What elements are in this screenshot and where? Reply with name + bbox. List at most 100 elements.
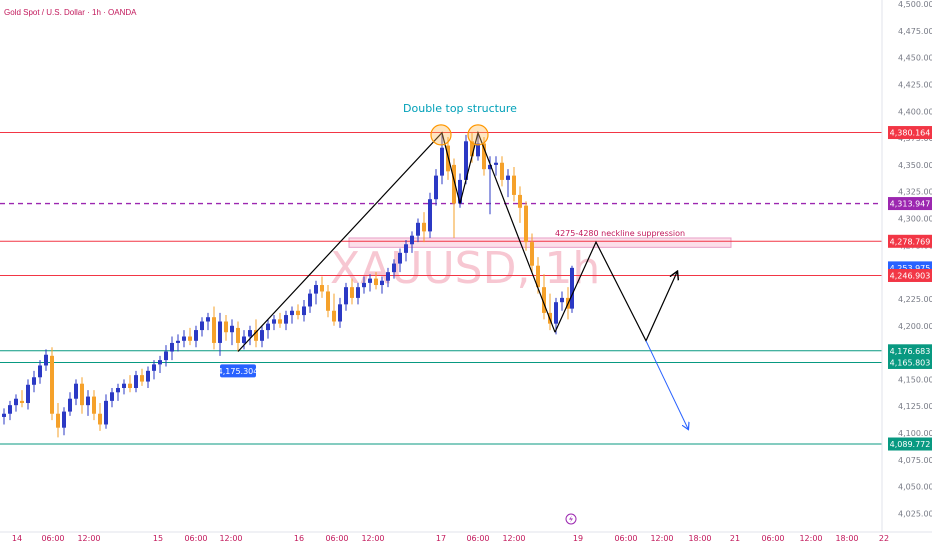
neckline-zone[interactable]: [348, 237, 732, 248]
candle[interactable]: [524, 201, 528, 251]
candle[interactable]: [296, 304, 300, 320]
candle[interactable]: [530, 233, 534, 273]
candle[interactable]: [284, 310, 288, 331]
candle[interactable]: [104, 394, 108, 429]
candle[interactable]: [206, 312, 210, 331]
candle[interactable]: [86, 390, 90, 416]
candle[interactable]: [570, 265, 574, 313]
candle[interactable]: [356, 282, 360, 305]
candle[interactable]: [428, 192, 432, 238]
candle[interactable]: [338, 297, 342, 328]
candle[interactable]: [332, 293, 336, 326]
candle[interactable]: [518, 186, 522, 223]
candle[interactable]: [116, 383, 120, 401]
candle[interactable]: [188, 327, 192, 346]
candle[interactable]: [560, 291, 564, 311]
candle[interactable]: [218, 312, 222, 356]
candle[interactable]: [110, 387, 114, 408]
candle[interactable]: [134, 370, 138, 393]
candle[interactable]: [98, 403, 102, 431]
candle[interactable]: [194, 325, 198, 348]
candle[interactable]: [182, 330, 186, 348]
candle[interactable]: [260, 325, 264, 348]
candle[interactable]: [350, 278, 354, 305]
price-label-badge[interactable]: 4,380.164: [888, 126, 932, 140]
candle[interactable]: [392, 259, 396, 279]
candle[interactable]: [506, 169, 510, 198]
candle[interactable]: [278, 312, 282, 328]
price-label-badge[interactable]: 4,165.803: [888, 355, 932, 369]
price-label-badge[interactable]: 4,176.683: [888, 344, 932, 358]
candle[interactable]: [2, 408, 6, 425]
candle[interactable]: [374, 272, 378, 290]
double-top-peak-circle[interactable]: [430, 124, 452, 146]
candle[interactable]: [44, 349, 48, 371]
lightning-icon[interactable]: [565, 513, 577, 525]
candle[interactable]: [452, 158, 456, 238]
candle[interactable]: [230, 319, 234, 346]
candle[interactable]: [398, 248, 402, 273]
bearish-target-arrow[interactable]: [645, 340, 688, 429]
candle[interactable]: [272, 315, 276, 331]
double-top-peak-circle[interactable]: [467, 124, 489, 146]
candle[interactable]: [242, 330, 246, 350]
candle[interactable]: [386, 267, 390, 288]
candle[interactable]: [200, 317, 204, 337]
time-axis[interactable]: 14 06:00 12:00 15 06:00 12:00 16 06:00 12:00 17 06…: [12, 534, 889, 543]
candle[interactable]: [410, 231, 414, 253]
candle[interactable]: [146, 366, 150, 388]
candle[interactable]: [266, 319, 270, 339]
price-label-badge[interactable]: 4,313.947: [888, 197, 932, 211]
candle[interactable]: [248, 325, 252, 346]
candle[interactable]: [434, 169, 438, 206]
candle[interactable]: [32, 370, 36, 393]
candle[interactable]: [170, 336, 174, 361]
candle[interactable]: [320, 276, 324, 298]
candle[interactable]: [212, 306, 216, 350]
projection-path-line[interactable]: [554, 240, 677, 343]
candle[interactable]: [164, 345, 168, 367]
candle[interactable]: [548, 293, 552, 331]
candle[interactable]: [14, 394, 18, 412]
candle[interactable]: [8, 400, 12, 421]
candle[interactable]: [404, 239, 408, 262]
candle[interactable]: [290, 306, 294, 324]
candle[interactable]: [158, 355, 162, 373]
candle[interactable]: [236, 321, 240, 352]
candle[interactable]: [38, 360, 42, 384]
candle[interactable]: [254, 319, 258, 348]
candle[interactable]: [20, 390, 24, 408]
price-label-badge[interactable]: 4,246.903: [888, 268, 932, 282]
low-price-badge[interactable]: 4,175.304: [218, 364, 259, 378]
candle[interactable]: [74, 379, 78, 406]
candle[interactable]: [464, 134, 468, 185]
candle[interactable]: [488, 156, 492, 215]
candle[interactable]: [50, 347, 54, 421]
candle[interactable]: [512, 167, 516, 202]
candle[interactable]: [368, 274, 372, 292]
candle[interactable]: [152, 360, 156, 380]
candle[interactable]: [224, 315, 228, 341]
candle[interactable]: [500, 156, 504, 187]
candle[interactable]: [122, 379, 126, 395]
candle[interactable]: [380, 276, 384, 294]
candle[interactable]: [326, 285, 330, 318]
candle[interactable]: [26, 379, 30, 410]
candle[interactable]: [92, 390, 96, 421]
candle[interactable]: [344, 282, 348, 311]
candle[interactable]: [314, 280, 318, 305]
candle[interactable]: [476, 134, 480, 161]
candle[interactable]: [176, 334, 180, 352]
candle[interactable]: [494, 156, 498, 176]
candle[interactable]: [68, 392, 72, 416]
double-top-pattern-line[interactable]: [237, 130, 556, 352]
candle[interactable]: [362, 276, 366, 294]
candle[interactable]: [128, 375, 132, 393]
candle[interactable]: [140, 368, 144, 386]
candle[interactable]: [440, 132, 444, 185]
candle[interactable]: [308, 289, 312, 313]
candle[interactable]: [554, 297, 558, 335]
candle[interactable]: [80, 377, 84, 414]
candle[interactable]: [542, 274, 546, 320]
